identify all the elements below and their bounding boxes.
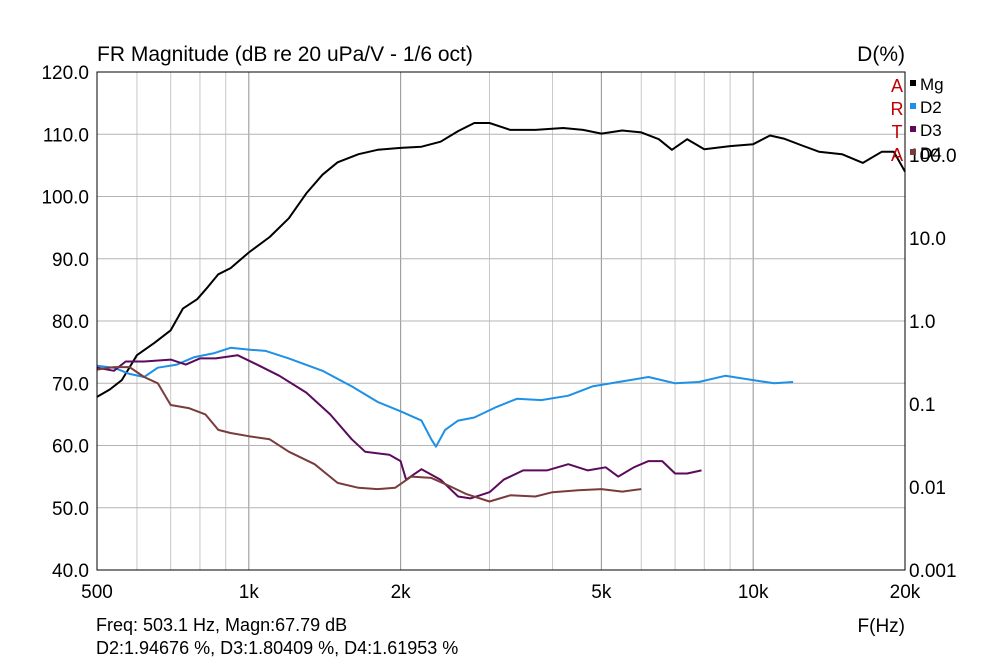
y-tick-label: 70.0	[52, 374, 89, 395]
x-tick-label: 10k	[738, 582, 769, 603]
left-axis-ticks: 40.0 50.0 60.0 70.0 80.0 90.0 100.0 110.0 120.0	[41, 63, 89, 582]
y-tick-label: 90.0	[52, 250, 89, 271]
legend-label-d3: D3	[920, 121, 942, 140]
right-axis-ticks: 0.001 0.01 0.1 1.0 10.0 100.0	[909, 146, 957, 582]
legend-swatch-d3	[910, 126, 916, 132]
x-tick-label: 1k	[239, 582, 260, 603]
watermark-letter: A	[891, 76, 903, 96]
grid-lines	[96, 71, 906, 571]
y2-tick-label: 1.0	[909, 312, 935, 333]
watermark-letter: R	[891, 99, 904, 119]
x-axis-label: F(Hz)	[858, 616, 905, 637]
legend-swatch-mg	[910, 80, 916, 86]
y-tick-label: 50.0	[52, 499, 89, 520]
cursor-readout-line2: D2:1.94676 %, D3:1.80409 %, D4:1.61953 %	[96, 638, 459, 658]
cursor-readout-line1: Freq: 503.1 Hz, Magn:67.79 dB	[96, 615, 348, 635]
right-axis-title: D(%)	[857, 43, 905, 66]
legend: Mg D2 D3 D4	[910, 75, 944, 163]
legend-label-d2: D2	[920, 98, 942, 117]
x-tick-label: 500	[81, 582, 113, 603]
series-line-mg	[96, 122, 906, 398]
y2-tick-label: 10.0	[909, 229, 946, 250]
y2-tick-label: 0.1	[909, 395, 935, 416]
series-line-d3	[96, 354, 702, 500]
x-tick-label: 2k	[391, 582, 412, 603]
y-tick-label: 100.0	[41, 188, 89, 209]
watermark-letter: A	[891, 145, 903, 165]
watermark-letter: T	[892, 122, 903, 142]
series-line-d2	[96, 346, 794, 448]
legend-swatch-d2	[910, 103, 916, 109]
legend-swatch-d4	[910, 149, 916, 155]
chart-title: FR Magnitude (dB re 20 uPa/V - 1/6 oct)	[97, 43, 473, 66]
y2-tick-label: 0.001	[909, 561, 957, 582]
y2-tick-label: 100.0	[909, 146, 957, 167]
x-tick-label: 5k	[591, 582, 612, 603]
x-axis-ticks: 500 1k 2k 5k 10k 20k	[81, 582, 921, 603]
series-line-d4	[96, 366, 642, 503]
y2-tick-label: 0.01	[909, 478, 946, 499]
plot-frame	[96, 71, 906, 571]
y-tick-label: 110.0	[43, 125, 89, 146]
series-lines	[96, 122, 906, 503]
legend-label-mg: Mg	[920, 75, 944, 94]
y-tick-label: 40.0	[52, 561, 89, 582]
y-tick-label: 80.0	[52, 312, 89, 333]
x-tick-label: 20k	[890, 582, 921, 603]
y-tick-label: 60.0	[52, 437, 89, 458]
y-tick-label: 120.0	[41, 63, 89, 84]
legend-label-d4: D4	[920, 144, 942, 163]
